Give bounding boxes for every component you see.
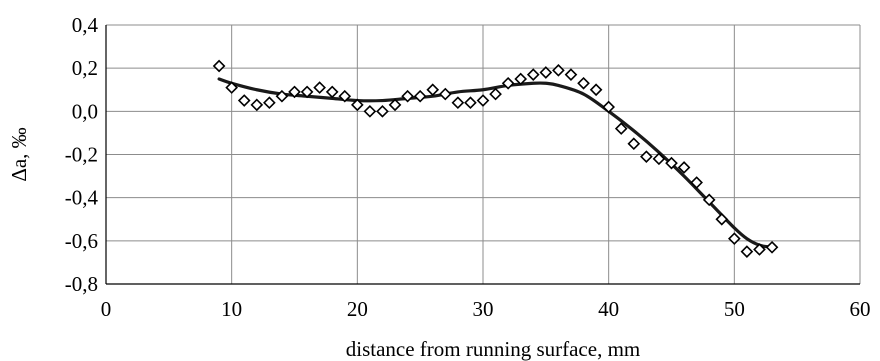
data-point-marker <box>665 156 678 170</box>
data-point-marker <box>501 76 515 90</box>
x-tick-label: 20 <box>347 297 368 321</box>
data-point-marker <box>363 105 377 118</box>
x-axis-label: distance from running surface, mm <box>346 337 641 361</box>
y-tick-label: 0,2 <box>72 56 98 80</box>
x-tick-label: 50 <box>724 297 745 321</box>
data-point-marker <box>351 98 364 112</box>
data-point-marker <box>426 83 440 97</box>
data-point-marker <box>702 193 716 207</box>
x-tick-label: 40 <box>598 297 619 321</box>
data-point-marker <box>338 89 352 103</box>
data-point-marker <box>313 81 326 94</box>
data-point-marker <box>288 85 301 99</box>
data-point-marker <box>438 87 452 101</box>
data-point-marker <box>677 161 691 174</box>
x-tick-label: 0 <box>101 297 112 321</box>
marker-layer <box>212 59 779 258</box>
data-point-marker <box>225 81 238 94</box>
data-point-marker <box>552 63 565 77</box>
data-point-marker <box>526 68 540 81</box>
data-point-marker <box>589 83 603 97</box>
axes <box>105 25 860 285</box>
trend-line <box>217 77 774 249</box>
data-point-marker <box>489 87 502 101</box>
data-point-marker <box>640 150 653 163</box>
data-point-marker <box>539 66 553 79</box>
data-point-marker <box>753 243 766 256</box>
y-axis-label: Δa, ‰ <box>7 127 31 181</box>
data-point-marker <box>728 232 741 246</box>
data-point-marker <box>627 137 641 151</box>
data-point-marker <box>564 68 578 81</box>
y-tick-label: -0,4 <box>65 186 99 210</box>
data-point-marker <box>388 98 402 112</box>
x-tick-label: 30 <box>473 297 494 321</box>
y-tick-label: -0,6 <box>65 229 98 253</box>
data-point-marker <box>765 240 779 254</box>
data-point-marker <box>212 59 226 73</box>
data-point-marker <box>476 94 490 107</box>
y-tick-label: 0,4 <box>72 13 99 37</box>
data-point-marker <box>614 122 628 135</box>
y-tick-label: -0,8 <box>65 272 98 296</box>
data-point-marker <box>690 176 703 189</box>
x-tick-label: 10 <box>221 297 242 321</box>
data-point-marker <box>577 76 590 90</box>
data-point-marker <box>740 245 754 258</box>
data-point-marker <box>300 85 314 99</box>
y-tick-label: 0,0 <box>72 99 98 123</box>
gridlines <box>105 24 861 285</box>
data-point-marker <box>652 152 666 166</box>
data-point-marker <box>376 105 389 118</box>
data-point-marker <box>602 100 615 114</box>
trend-line-layer <box>217 77 774 249</box>
data-point-marker <box>514 72 528 86</box>
data-point-marker <box>237 94 251 107</box>
data-point-marker <box>250 98 264 112</box>
x-tick-label: 60 <box>850 297 871 321</box>
data-point-marker <box>715 212 729 226</box>
data-point-marker <box>464 96 477 110</box>
data-point-marker <box>401 89 414 103</box>
data-point-marker <box>325 85 339 99</box>
tick-labels: 0,4 0,2 0,0 -0,2 -0,4 -0,6 -0,80 10 20 30 40 50 60 <box>65 13 871 321</box>
data-point-marker <box>263 96 276 110</box>
data-point-marker <box>451 96 465 110</box>
data-point-marker <box>413 89 427 103</box>
data-point-marker <box>275 89 289 103</box>
y-tick-label: -0,2 <box>65 143 98 167</box>
